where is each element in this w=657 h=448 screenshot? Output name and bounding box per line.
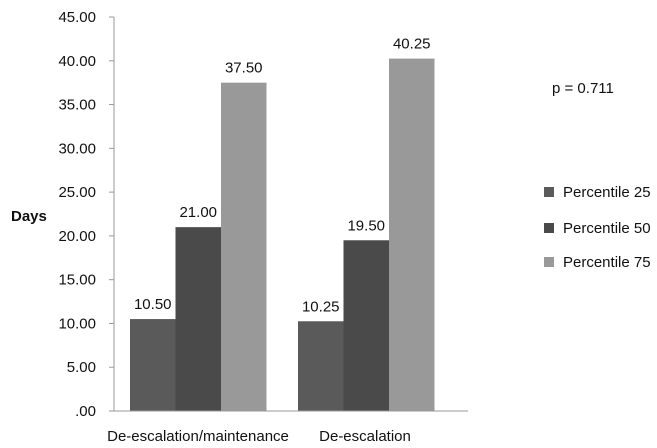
- y-tick-label: 30.00: [58, 140, 96, 157]
- bar: [343, 240, 389, 411]
- bars: 10.50 10.25 21.00 19.50 37.50 40.25: [130, 36, 435, 412]
- legend-swatch: [544, 187, 554, 197]
- legend-label: Percentile 75: [563, 254, 651, 271]
- y-tick-label: 15.00: [58, 272, 96, 289]
- bar: [221, 82, 267, 412]
- legend: Percentile 25 Percentile 50 Percentile 75: [544, 184, 651, 271]
- bar: [298, 321, 344, 411]
- data-label: 10.50: [134, 296, 172, 313]
- legend-swatch: [544, 257, 554, 267]
- data-label: 19.50: [347, 217, 385, 234]
- y-tick-label: 5.00: [67, 359, 96, 376]
- x-category-label: De-escalation/maintenance: [107, 428, 289, 445]
- y-tick-label: 45.00: [58, 9, 96, 26]
- data-label: 37.50: [225, 60, 263, 77]
- p-value-annotation: p = 0.711: [552, 80, 614, 97]
- legend-swatch: [544, 223, 554, 233]
- legend-label: Percentile 50: [563, 220, 651, 237]
- y-tick-label: 20.00: [58, 228, 96, 245]
- y-axis-title: Days: [11, 208, 47, 225]
- y-tick-label: 40.00: [58, 53, 96, 70]
- y-tick-label: .00: [75, 403, 96, 420]
- x-axis: De-escalation/maintenance De-escalation: [107, 410, 468, 445]
- data-label: 21.00: [179, 204, 217, 221]
- bar: [130, 319, 176, 411]
- y-tick-label: 25.00: [58, 184, 96, 201]
- bar: [175, 227, 221, 411]
- data-label: 40.25: [393, 36, 431, 53]
- y-axis: .00 5.00 10.00 15.00 20.00 25.00 30.00 35.00 40.…: [58, 9, 115, 420]
- x-category-label: De-escalation: [319, 428, 411, 445]
- legend-label: Percentile 25: [563, 184, 651, 201]
- y-tick-label: 10.00: [58, 315, 96, 332]
- data-label: 10.25: [302, 298, 340, 315]
- bar: [389, 58, 435, 411]
- y-tick-label: 35.00: [58, 97, 96, 114]
